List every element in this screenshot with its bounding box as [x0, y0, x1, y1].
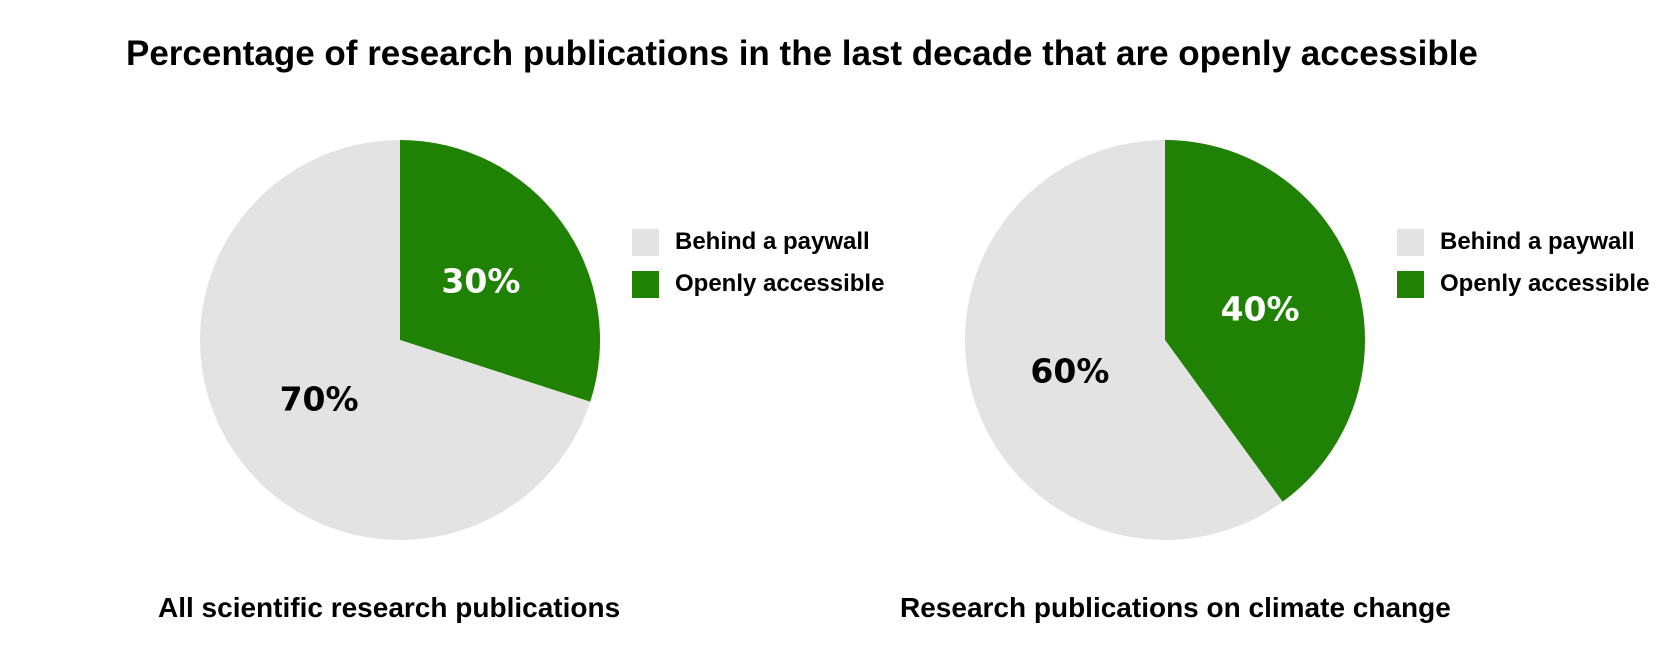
legend-label-open: Openly accessible: [1440, 270, 1650, 297]
pie-slice-paywall: [964, 140, 1283, 540]
legend-swatch-open: [1397, 270, 1424, 298]
legend-item-open: Openly accessible: [1397, 270, 1649, 298]
chart-title: Percentage of research publications in t…: [126, 34, 1478, 73]
legend-label-paywall: Behind a paywall: [1440, 228, 1635, 255]
legend-all-publications: Behind a paywall Openly accessible: [632, 228, 884, 312]
pie-data-label-paywall: 70%: [280, 379, 359, 418]
pie-data-label-open: 30%: [441, 262, 520, 301]
pie-panel-all-publications: 30% 70% Behind a paywall Openly accessibl…: [158, 140, 1020, 640]
legend-climate-change: Behind a paywall Openly accessible: [1397, 228, 1649, 312]
pie-chart-climate-change: 40% 60%: [964, 140, 1365, 540]
pie-caption-all-publications: All scientific research publications: [158, 592, 621, 623]
legend-item-paywall: Behind a paywall: [632, 228, 884, 256]
legend-swatch-paywall: [632, 228, 659, 256]
pie-slice-open: [400, 140, 600, 402]
pie-panel-climate-change: 40% 60% Behind a paywall Openly accessibl…: [900, 140, 1680, 640]
pie-data-label-open: 40%: [1221, 290, 1300, 329]
legend-label-paywall: Behind a paywall: [675, 228, 870, 255]
pie-slice-open: [1165, 140, 1365, 502]
legend-swatch-paywall: [1397, 228, 1424, 256]
pie-chart-all-publications: 30% 70%: [200, 140, 600, 540]
legend-swatch-open: [632, 270, 659, 298]
legend-item-open: Openly accessible: [632, 270, 884, 298]
pie-slice-paywall: [200, 140, 591, 540]
legend-label-open: Openly accessible: [675, 270, 885, 297]
pie-data-label-paywall: 60%: [1030, 351, 1109, 390]
pie-caption-climate-change: Research publications on climate change: [900, 592, 1451, 623]
legend-item-paywall: Behind a paywall: [1397, 228, 1649, 256]
